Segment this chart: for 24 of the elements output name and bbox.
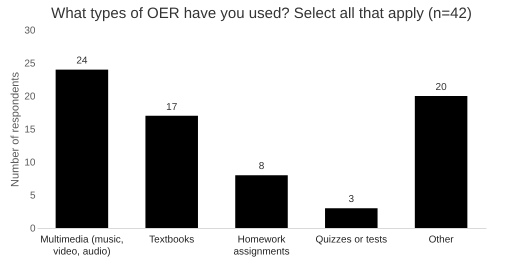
x-tick-label: Multimedia (music, video, audio)	[40, 234, 124, 258]
data-label: 24	[76, 56, 88, 67]
bar	[235, 175, 288, 228]
x-tick-label: Other	[428, 234, 454, 246]
y-axis-title: Number of respondents	[9, 72, 22, 187]
data-label: 8	[258, 161, 265, 172]
y-tick-label: 25	[24, 58, 36, 70]
x-tick-label: Homework assignments	[233, 234, 290, 258]
x-tick-label: Textbooks	[149, 234, 194, 246]
y-tick-label: 0	[30, 224, 36, 234]
data-label: 20	[436, 82, 448, 93]
y-tick-label: 15	[24, 124, 36, 136]
data-label: 3	[348, 194, 355, 206]
y-tick-label: 5	[30, 190, 36, 202]
chart-title: What types of OER have you used? Select all that apply (n=42)	[51, 5, 472, 22]
bar	[56, 70, 108, 228]
y-tick-label: 20	[24, 92, 36, 102]
x-tick-label: Quizzes or tests	[315, 234, 388, 246]
y-tick-label: 10	[24, 158, 36, 168]
bar	[414, 96, 468, 228]
y-tick-label: 30	[24, 26, 36, 36]
bar	[325, 208, 378, 228]
bar	[145, 116, 198, 228]
data-label: 17	[166, 102, 178, 113]
